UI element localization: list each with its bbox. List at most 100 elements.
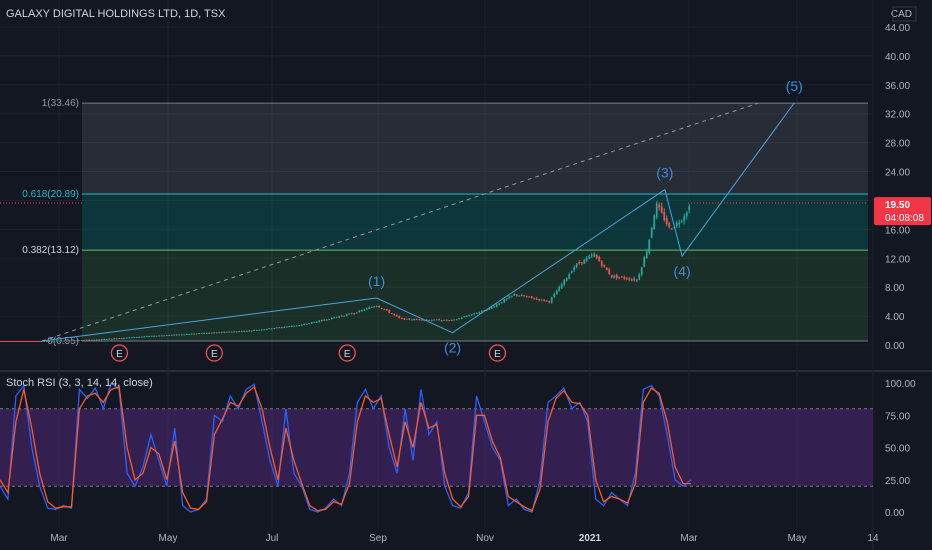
candle-body bbox=[678, 222, 681, 225]
candle-body bbox=[633, 278, 636, 281]
candle-body bbox=[328, 319, 331, 321]
candle-body bbox=[505, 298, 508, 300]
time-axis-tick: Mar bbox=[680, 533, 698, 544]
candle-body bbox=[138, 336, 141, 338]
candle-body bbox=[193, 333, 196, 335]
price-badge-box bbox=[874, 197, 931, 226]
candle-body bbox=[545, 300, 548, 302]
fib-level-label: 0.618(20.89) bbox=[22, 189, 79, 200]
fib-zone-middle bbox=[82, 194, 868, 251]
candle-body bbox=[68, 340, 71, 342]
candle-body bbox=[638, 274, 641, 280]
candle-body bbox=[493, 306, 496, 308]
candle-body bbox=[343, 315, 346, 317]
candle-body bbox=[458, 318, 461, 320]
candle-body bbox=[95, 339, 98, 341]
candle-body bbox=[660, 206, 663, 213]
price-axis-tick: 28.00 bbox=[885, 139, 910, 150]
candle-body bbox=[555, 291, 558, 295]
wave-label: (4) bbox=[674, 263, 691, 279]
candle-body bbox=[320, 319, 323, 321]
candle-body bbox=[125, 337, 128, 339]
time-axis-tick: 14 bbox=[867, 533, 879, 544]
candle-body bbox=[100, 339, 103, 341]
candle-body bbox=[235, 331, 238, 333]
candle-body bbox=[248, 330, 251, 332]
candle-body bbox=[333, 317, 336, 319]
candle-body bbox=[265, 328, 268, 330]
price-axis-tick: 32.00 bbox=[885, 110, 910, 121]
candle-body bbox=[130, 337, 133, 339]
candle-body bbox=[415, 319, 418, 321]
candle-body bbox=[268, 328, 271, 330]
candle-body bbox=[115, 338, 118, 340]
candle-body bbox=[285, 326, 288, 328]
candle-body bbox=[198, 333, 201, 335]
candle-body bbox=[183, 334, 186, 336]
candle-body bbox=[573, 267, 576, 271]
rsi-axis-tick: 75.00 bbox=[885, 411, 910, 422]
candle-body bbox=[43, 340, 46, 342]
candle-body bbox=[93, 339, 96, 341]
candle-body bbox=[528, 296, 531, 298]
candle-body bbox=[643, 257, 646, 267]
candle-body bbox=[558, 286, 561, 292]
dashed-trendline bbox=[41, 102, 759, 342]
time-axis-tick: Nov bbox=[476, 533, 494, 544]
elliott-wave: (1) (2) (3) (4) (5) bbox=[41, 78, 803, 356]
candle-body bbox=[463, 316, 466, 318]
candle-body bbox=[500, 302, 503, 304]
candle-body bbox=[395, 314, 398, 317]
candle-body bbox=[298, 325, 301, 327]
candle-body bbox=[98, 339, 101, 341]
time-axis-tick: Jul bbox=[266, 533, 279, 544]
candle-body bbox=[345, 314, 348, 316]
candle-body bbox=[625, 278, 628, 280]
candle-body bbox=[383, 308, 386, 310]
candle-body bbox=[153, 335, 156, 337]
rsi-axis-tick: 0.00 bbox=[885, 508, 905, 519]
candle-body bbox=[595, 255, 598, 258]
candle-body bbox=[645, 251, 648, 259]
earnings-marker[interactable] bbox=[205, 344, 223, 362]
candle-body bbox=[443, 319, 446, 321]
candle-body bbox=[233, 331, 236, 333]
candle-body bbox=[335, 316, 338, 318]
candle-body bbox=[615, 274, 618, 279]
candle-body bbox=[90, 339, 93, 341]
candle-body bbox=[410, 319, 413, 321]
earnings-marker[interactable] bbox=[488, 344, 507, 362]
candle-body bbox=[55, 340, 58, 342]
candle-body bbox=[188, 333, 191, 335]
candle-body bbox=[483, 309, 486, 311]
rsi-axis-tick: 100.00 bbox=[885, 379, 916, 390]
fib-zone-top bbox=[82, 103, 868, 195]
candle-body bbox=[640, 267, 643, 275]
candle-body bbox=[388, 310, 391, 313]
candle-body bbox=[358, 310, 361, 313]
earnings-marker[interactable] bbox=[110, 344, 129, 362]
candle-body bbox=[65, 340, 68, 342]
earnings-marker[interactable] bbox=[338, 344, 356, 362]
candle-body bbox=[103, 338, 106, 340]
candle-body bbox=[680, 221, 683, 223]
candle-body bbox=[620, 276, 623, 278]
price-badge-price: 19.50 bbox=[885, 200, 910, 211]
candle-body bbox=[473, 313, 476, 315]
candle-body bbox=[215, 332, 218, 334]
candle-body bbox=[83, 340, 86, 342]
candle-body bbox=[430, 320, 433, 322]
candle-body bbox=[48, 340, 51, 342]
candle-body bbox=[668, 223, 671, 227]
symbol-title[interactable]: GALAXY DIGITAL HOLDINGS LTD, 1D, TSX bbox=[6, 8, 226, 20]
time-axis-tick: 2021 bbox=[579, 533, 602, 544]
wave-label: (3) bbox=[656, 165, 673, 181]
candle-body bbox=[450, 320, 453, 322]
candle-body bbox=[675, 222, 678, 226]
earnings-marker-label: E bbox=[344, 349, 351, 360]
candle-body bbox=[305, 323, 308, 325]
candle-body bbox=[400, 317, 403, 319]
candle-body bbox=[580, 262, 583, 264]
